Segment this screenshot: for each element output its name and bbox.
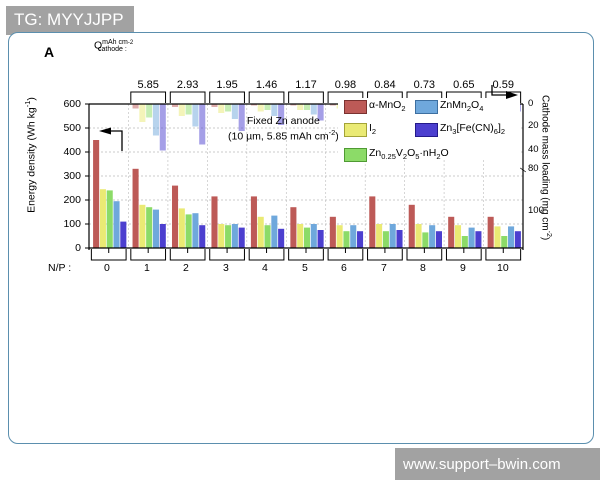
svg-text:0.65: 0.65 (453, 79, 474, 91)
svg-text:1.46: 1.46 (256, 79, 277, 91)
svg-text:100: 100 (63, 218, 81, 230)
svg-text:0: 0 (75, 242, 81, 254)
svg-text:2.93: 2.93 (177, 79, 198, 91)
svg-text:0.98: 0.98 (335, 79, 356, 91)
svg-text:300: 300 (63, 170, 81, 182)
svg-text:600: 600 (63, 98, 81, 110)
svg-text:0.73: 0.73 (414, 79, 435, 91)
svg-text:0.84: 0.84 (374, 79, 395, 91)
svg-text:200: 200 (63, 194, 81, 206)
svg-text:500: 500 (63, 122, 81, 134)
svg-text:1.17: 1.17 (295, 79, 316, 91)
svg-text:1.95: 1.95 (216, 79, 237, 91)
svg-text:400: 400 (63, 146, 81, 158)
svg-text:5.85: 5.85 (137, 79, 158, 91)
